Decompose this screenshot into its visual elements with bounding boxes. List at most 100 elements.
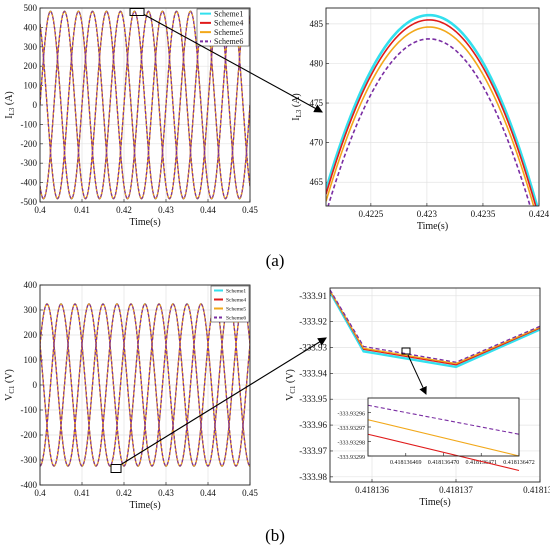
x-tick-label: 0.41 <box>74 488 90 498</box>
y-tick-label: -333.93298 <box>338 441 366 447</box>
legend-label-scheme1: Scheme1 <box>214 9 243 18</box>
x-axis-label: Time(s) <box>129 500 160 511</box>
x-tick-label: 0.45 <box>242 488 258 498</box>
y-tick-label: -333.95 <box>299 394 327 404</box>
y-tick-label: -333.92 <box>299 317 327 327</box>
legend-label-scheme1: Scheme1 <box>226 288 246 294</box>
y-tick-label: -333.98 <box>299 472 327 482</box>
y-tick-label: 300 <box>24 305 38 315</box>
y-tick-label: 200 <box>24 61 38 71</box>
series-line-scheme1 <box>326 13 539 206</box>
y-tick-label: -333.96 <box>299 420 327 430</box>
chart-a-zoom: 0.4225 0.423 0.4235 0.424 465 470 475 480 485 Tim… <box>291 7 550 232</box>
y-tick-label: -200 <box>21 430 38 440</box>
y-tick-label: 480 <box>310 58 324 68</box>
x-tick-label: 0.4 <box>34 205 46 215</box>
plot-border <box>39 7 251 203</box>
plot-border <box>367 397 520 457</box>
y-tick-label: -333.93297 <box>338 426 366 432</box>
y-tick-label: 100 <box>24 355 38 365</box>
plot-border <box>329 287 541 483</box>
y-tick-label: -300 <box>21 455 38 465</box>
y-tick-label: 400 <box>24 22 38 32</box>
y-tick-label: 0 <box>33 100 38 110</box>
y-tick-label: 475 <box>310 98 324 108</box>
chart-a-main: 0.4 0.41 0.42 0.43 0.44 0.45 -500 -400 -300 -200 -… <box>4 3 258 228</box>
x-tick-label: 0.4235 <box>471 209 496 219</box>
x-tick-label: 0.44 <box>200 205 216 215</box>
y-tick-label: 485 <box>310 19 324 29</box>
zoom-box-b <box>110 464 122 473</box>
y-tick-label: -200 <box>21 139 38 149</box>
x-tick-label: 0.418136469 <box>390 460 422 466</box>
y-tick-label: -400 <box>21 178 38 188</box>
x-tick-label: 0.418136472 <box>503 460 535 466</box>
y-axis-label: VC1 (V) <box>285 369 297 401</box>
series-line-scheme5 <box>326 26 535 206</box>
x-tick-label: 0.418136 <box>355 485 389 495</box>
panel-label-b: (b) <box>265 526 285 545</box>
x-tick-label: 0.418137 <box>439 485 473 495</box>
panel-label-a: (a) <box>266 251 285 270</box>
series-line-scheme5 <box>367 419 520 457</box>
y-tick-label: -333.93296 <box>338 412 366 418</box>
x-tick-label: 0.4 <box>34 488 46 498</box>
y-tick-label: 470 <box>310 138 324 148</box>
series-line-scheme4 <box>367 433 520 472</box>
zoom-box-b2 <box>401 347 411 355</box>
x-tick-label: 0.418136470 <box>428 460 460 466</box>
legend-label-scheme4: Scheme4 <box>226 297 246 303</box>
x-tick-label: 0.42 <box>116 205 132 215</box>
series-line-scheme5 <box>330 290 540 365</box>
plot-border <box>325 7 540 207</box>
x-axis-label: Time(s) <box>129 217 160 228</box>
y-axis-label: IL3 (A) <box>4 91 16 119</box>
y-tick-label: -100 <box>21 119 38 129</box>
zoom-arrow-b2 <box>407 354 427 395</box>
legend: Scheme1 Scheme4 Scheme5 Scheme6 <box>210 285 250 323</box>
zoom-arrow-a <box>143 14 323 113</box>
y-tick-label: -333.94 <box>299 368 327 378</box>
y-tick-label: 200 <box>24 330 38 340</box>
x-tick-label: 0.44 <box>200 488 216 498</box>
y-axis-label: IL3 (A) <box>291 93 303 121</box>
x-tick-label: 0.45 <box>242 205 258 215</box>
x-tick-label: 0.41 <box>74 205 90 215</box>
x-tick-label: 0.424 <box>529 209 550 219</box>
series-line-scheme6-phase2 <box>40 11 250 199</box>
plot-area <box>326 8 539 206</box>
y-tick-label: -333.93299 <box>338 455 366 461</box>
legend-box <box>210 285 250 323</box>
plot-area <box>368 398 519 456</box>
y-tick-label: 0 <box>33 380 38 390</box>
legend-label-scheme6: Scheme6 <box>226 315 246 321</box>
x-tick-label: 0.42 <box>116 488 132 498</box>
y-tick-label: 500 <box>24 3 38 13</box>
chart-b-main: 0.4 0.41 0.42 0.43 0.44 0.45 -400 -300 -200 -100 0… <box>4 280 258 511</box>
y-tick-label: 100 <box>24 81 38 91</box>
y-tick-label: 300 <box>24 42 38 52</box>
x-tick-label: 0.418138 <box>523 485 550 495</box>
series-line-scheme6-phase3 <box>40 11 250 199</box>
y-tick-label: 400 <box>24 280 38 290</box>
y-tick-label: -333.91 <box>299 291 327 301</box>
y-tick-label: 465 <box>310 177 324 187</box>
legend-label-scheme4: Scheme4 <box>214 19 243 28</box>
series-line-scheme6 <box>327 38 531 206</box>
y-tick-label: -333.93 <box>299 342 327 352</box>
y-tick-label: -300 <box>21 158 38 168</box>
y-axis-label: VC1 (V) <box>4 369 16 401</box>
x-tick-label: 0.418136471 <box>466 460 498 466</box>
series-line-scheme4 <box>326 19 537 206</box>
legend-box <box>196 8 250 47</box>
series-line-scheme6-phase3 <box>40 303 250 467</box>
x-axis-label: Time(s) <box>419 497 450 508</box>
x-tick-label: 0.4225 <box>358 209 383 219</box>
legend-label-scheme5: Scheme5 <box>226 306 246 312</box>
x-axis-label: Time(s) <box>417 221 448 232</box>
zoom-arrow-b <box>120 337 327 465</box>
x-tick-label: 0.43 <box>158 205 174 215</box>
y-tick-label: -100 <box>21 405 38 415</box>
